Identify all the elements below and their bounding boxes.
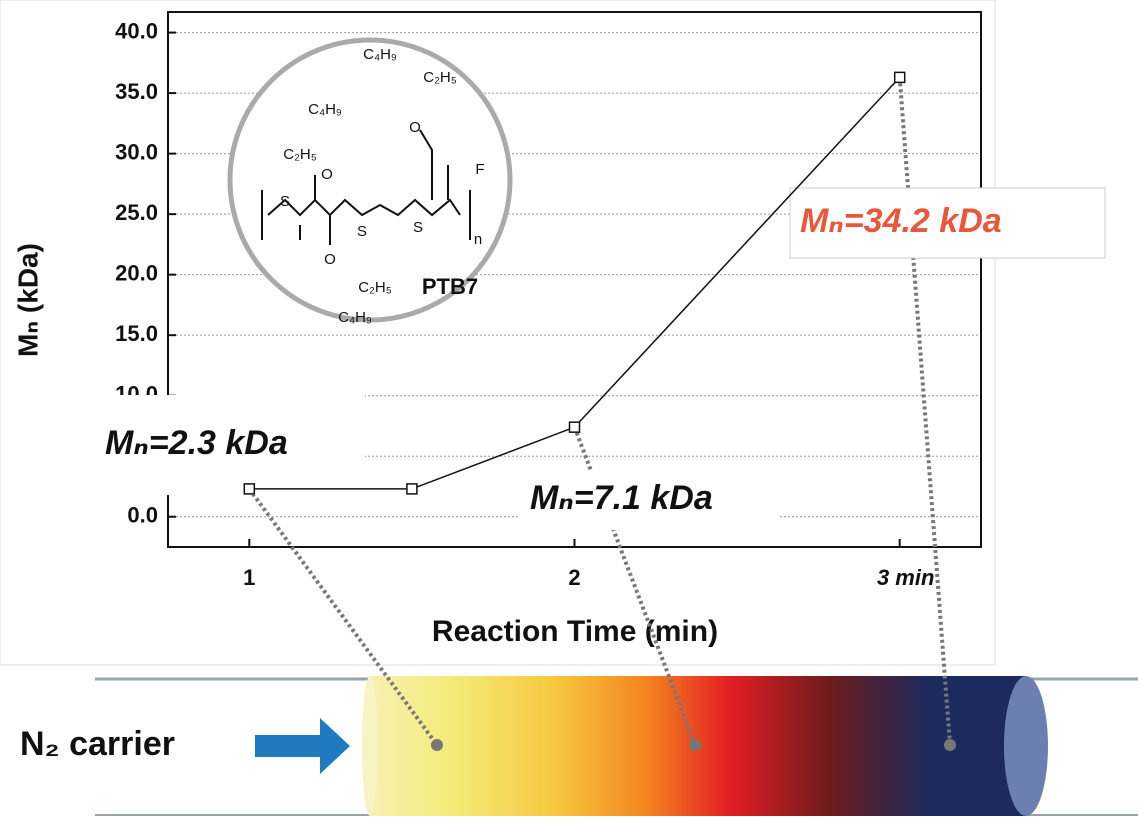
chart-panel: [0, 0, 996, 666]
annotation-box: [520, 470, 780, 530]
y-tick-label: 35.0: [115, 79, 158, 104]
inset-text: C₂H₅: [283, 146, 317, 163]
inset-text: C₄H₉: [308, 101, 342, 118]
annotation: Mₙ=34.2 kDa: [800, 202, 1002, 240]
point: [243, 483, 256, 495]
x-axis-label: Reaction Time (min): [432, 615, 718, 648]
reactor-tube: N₂ carrier: [20, 676, 1138, 816]
molecule-bonds: [267, 129, 461, 245]
point: [406, 483, 418, 495]
y-axis-label: Mₙ (kDa): [12, 243, 43, 357]
y-tick-label: 15.0: [115, 321, 158, 346]
inset-text: S: [280, 193, 290, 210]
tube-end: [362, 676, 378, 816]
point: [893, 71, 906, 84]
inset-text: S: [357, 223, 367, 240]
annotation-box: [95, 395, 365, 495]
tube-dot: [944, 739, 956, 751]
series-line: [249, 76, 901, 490]
x-tick-label: 1: [243, 565, 255, 590]
inset-text: C₄H₉: [338, 309, 372, 326]
x-tick-label: 3 min: [877, 565, 934, 590]
annotation-box: [789, 187, 1106, 259]
flow-arrow: [255, 718, 350, 774]
annotation: Mₙ=7.1 kDa: [530, 479, 713, 517]
inset-text: O: [321, 166, 333, 183]
tube-dot: [431, 739, 443, 751]
inset-text: S: [413, 219, 423, 236]
x-tick-label: 2: [568, 565, 580, 590]
y-tick-label: 0.0: [127, 503, 158, 528]
inset-text: C₄H₉: [363, 46, 397, 63]
inset-circle: [227, 37, 513, 323]
carrier-label: N₂ carrier: [20, 725, 175, 763]
brackets: [261, 190, 471, 240]
y-tick-label: 30.0: [115, 139, 158, 164]
leader-line: [247, 487, 439, 747]
inset-text: C₂H₅: [358, 279, 392, 296]
inset-label: PTB7: [422, 274, 478, 299]
tube-dot: [689, 739, 701, 751]
point: [568, 421, 581, 433]
y-tick-label: 25.0: [115, 200, 158, 225]
inset-text: n: [474, 231, 482, 248]
inset-text: F: [475, 161, 484, 178]
tube-end: [1004, 676, 1048, 816]
plot-frame: [167, 11, 982, 548]
annotation: Mₙ=2.3 kDa: [105, 424, 288, 462]
inset-text: O: [324, 251, 336, 268]
inset-text: O: [409, 119, 421, 136]
y-tick-label: 20.0: [115, 260, 158, 285]
y-tick-label: 40.0: [115, 18, 158, 43]
inset-text: C₂H₅: [423, 69, 457, 86]
